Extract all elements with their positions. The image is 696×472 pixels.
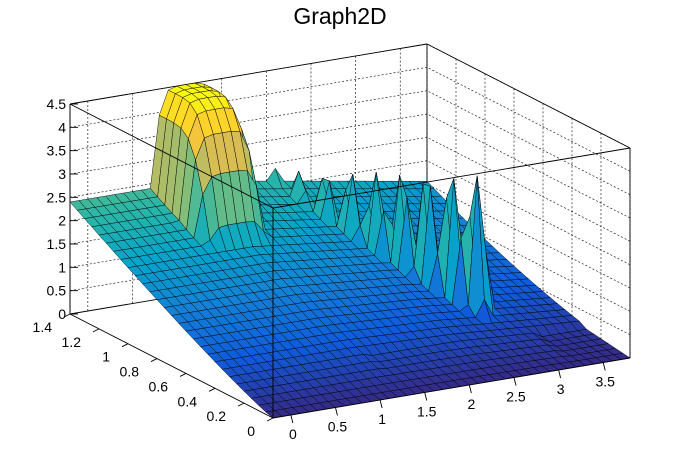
y-tick-mark xyxy=(121,343,129,348)
x-tick-label: 0.5 xyxy=(328,419,348,435)
z-tick-label: 2.5 xyxy=(47,189,67,205)
x-tick-mark xyxy=(558,369,562,379)
y-tick-mark xyxy=(179,373,187,377)
y-tick-mark xyxy=(63,313,71,318)
x-tick-label: 0 xyxy=(289,426,297,442)
x-tick-mark xyxy=(424,392,428,401)
z-tick-label: 1 xyxy=(58,259,66,275)
chart-title: Graph2D xyxy=(293,3,386,29)
y-axis-ticks: 0 0.2 0.4 0.6 0.8 1 1.2 1.4 xyxy=(33,313,274,439)
y-tick-label: 0.4 xyxy=(178,393,198,409)
x-tick-label: 3.5 xyxy=(595,374,615,390)
x-tick-mark xyxy=(468,384,472,394)
y-tick-label: 1.2 xyxy=(62,334,82,350)
z-tick-label: 1.5 xyxy=(47,236,67,252)
x-axis-ticks: 0 0.5 1 1.5 2 2.5 3 3.5 xyxy=(289,362,615,442)
front-frame xyxy=(69,103,631,419)
x-tick-mark xyxy=(335,407,338,416)
z-tick-label: 0.5 xyxy=(47,283,67,299)
x-tick-mark xyxy=(290,414,294,424)
z-tick-label: 0 xyxy=(58,306,66,322)
z-tick-label: 3.5 xyxy=(47,143,67,159)
x-tick-mark xyxy=(379,399,383,409)
axis-line xyxy=(272,147,631,209)
y-tick-mark xyxy=(266,417,274,422)
x-tick-label: 2 xyxy=(467,396,475,412)
z-tick-label: 4 xyxy=(58,119,66,135)
frame-edge xyxy=(426,43,631,149)
y-tick-label: 0.8 xyxy=(120,364,140,380)
x-tick-mark xyxy=(513,377,517,386)
y-tick-mark xyxy=(150,358,158,362)
y-tick-label: 0 xyxy=(247,423,255,439)
x-tick-label: 1 xyxy=(378,411,386,427)
z-axis-ticks: 0 0.5 1 1.5 2 2.5 3 3.5 4 4.5 xyxy=(47,96,78,322)
z-tick-label: 3 xyxy=(58,166,66,182)
z-tick-label: 4.5 xyxy=(47,96,67,112)
y-tick-label: 1 xyxy=(102,349,110,365)
y-tick-label: 0.2 xyxy=(207,408,227,424)
y-tick-mark xyxy=(237,402,245,407)
y-tick-label: 1.4 xyxy=(33,319,53,335)
axis-line xyxy=(69,313,274,419)
x-tick-label: 2.5 xyxy=(506,389,526,405)
frame-edge xyxy=(69,43,428,105)
surface-mesh xyxy=(69,82,631,419)
y-tick-mark xyxy=(208,387,216,392)
axis-line xyxy=(69,103,274,209)
x-tick-mark xyxy=(602,362,606,371)
y-tick-label: 0.6 xyxy=(149,378,169,394)
x-tick-label: 3 xyxy=(557,381,565,397)
y-tick-mark xyxy=(92,328,100,333)
axis-line xyxy=(272,357,631,419)
x-tick-label: 1.5 xyxy=(417,404,437,420)
z-tick-label: 2 xyxy=(58,213,66,229)
